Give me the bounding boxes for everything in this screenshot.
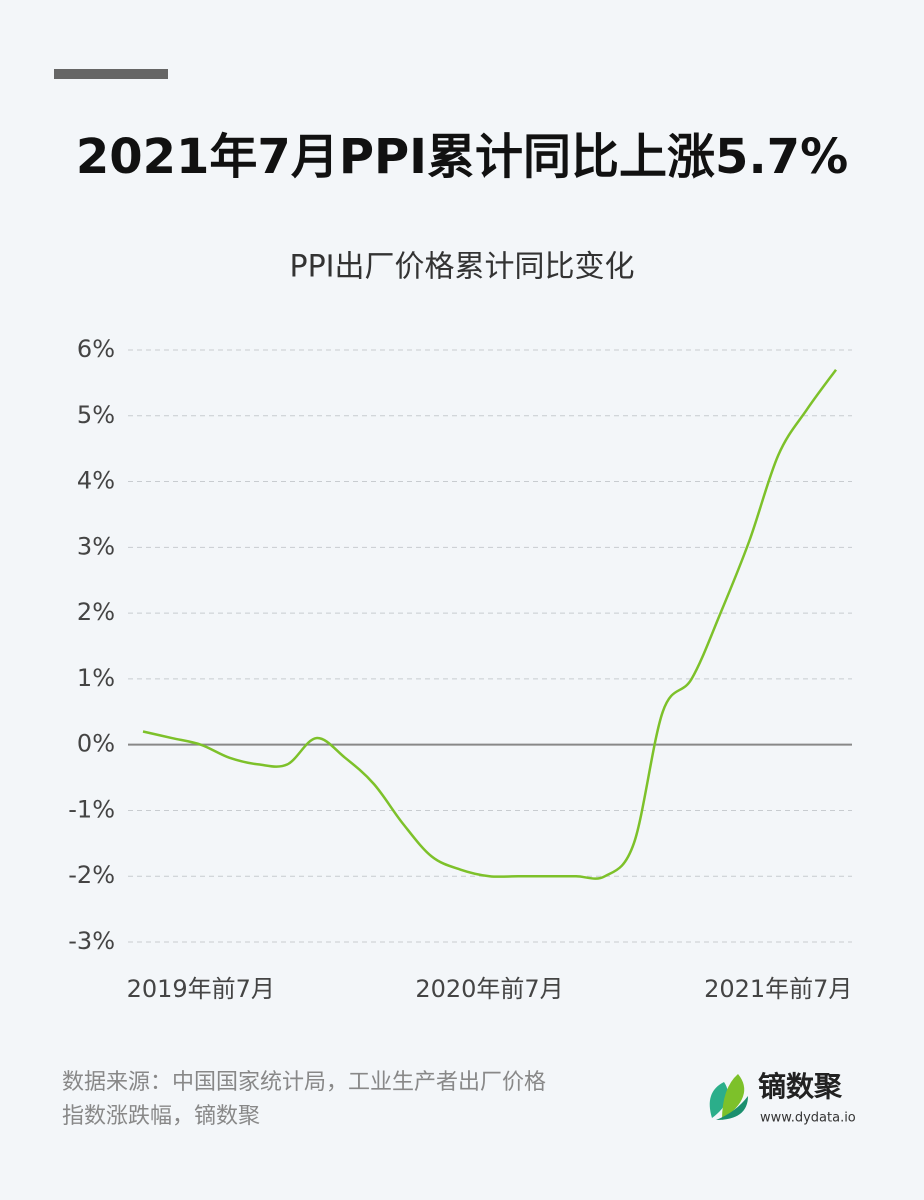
y-tick-label: 3%: [77, 532, 115, 560]
logo-leaf: [709, 1082, 728, 1118]
x-tick-label: 2021年前7月: [704, 975, 852, 1003]
x-tick-label: 2019年前7月: [127, 975, 275, 1003]
chart-title: PPI出厂价格累计同比变化: [289, 250, 634, 285]
x-tick-label: 2020年前7月: [415, 975, 563, 1003]
y-tick-label: -2%: [68, 861, 115, 889]
logo-leaf: [722, 1074, 745, 1120]
y-tick-label: -3%: [68, 927, 115, 955]
logo-leaf: [716, 1096, 748, 1120]
y-tick-label: 0%: [77, 730, 115, 758]
decor-bar: [54, 69, 168, 79]
y-tick-label: 6%: [77, 335, 115, 363]
y-tick-label: 2%: [77, 598, 115, 626]
y-tick-label: 4%: [77, 467, 115, 495]
source-note: 数据来源：中国国家统计局，工业生产者出厂价格: [62, 1070, 546, 1095]
y-tick-label: 5%: [77, 401, 115, 429]
page-title: 2021年7月PPI累计同比上涨5.7%: [76, 129, 848, 185]
logo: 镝数聚 www.dydata.io: [709, 1070, 856, 1126]
data-line: [142, 368, 838, 880]
source-note: 指数涨跌幅，镝数聚: [62, 1104, 260, 1129]
y-tick-label: -1%: [68, 795, 115, 823]
y-tick-label: 1%: [77, 664, 115, 692]
brand-url: www.dydata.io: [760, 1111, 856, 1126]
brand-name: 镝数聚: [758, 1070, 843, 1103]
